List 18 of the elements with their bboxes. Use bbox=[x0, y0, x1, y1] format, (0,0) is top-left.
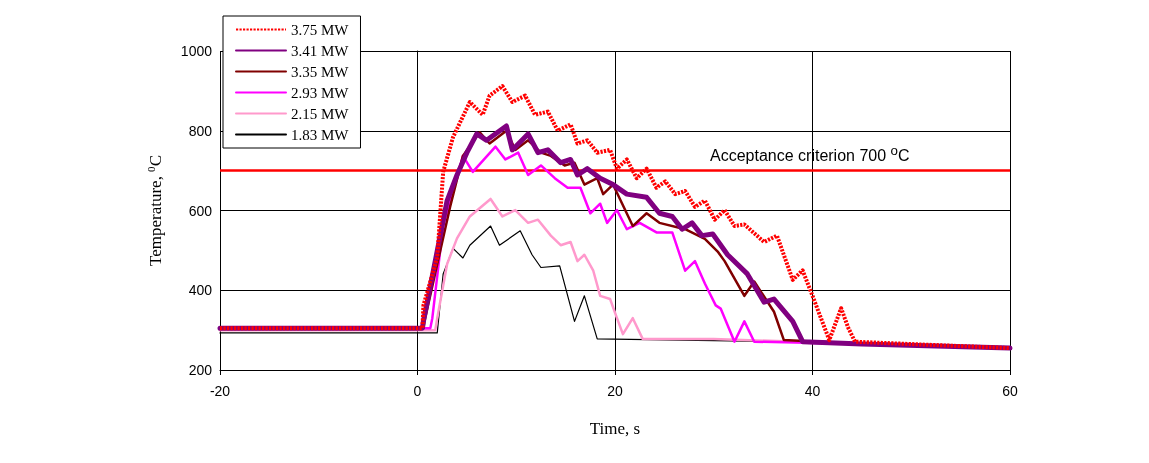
legend-label: 3.75 MW bbox=[291, 21, 350, 38]
x-axis-title: Time, s bbox=[589, 419, 641, 438]
y-tick-label: 400 bbox=[188, 282, 213, 299]
legend-label: 2.15 MW bbox=[291, 105, 350, 122]
x-tick-label: -20 bbox=[209, 383, 231, 399]
legend-label: 2.93 MW bbox=[291, 84, 350, 101]
y-tick-label: 600 bbox=[188, 202, 213, 219]
legend-label: 3.35 MW bbox=[291, 63, 350, 80]
legend-label: 3.41 MW bbox=[291, 42, 350, 59]
y-tick-label: 800 bbox=[188, 122, 213, 139]
x-tick-label: 40 bbox=[804, 383, 821, 399]
x-tick-label: 20 bbox=[607, 383, 623, 399]
x-tick-label: 60 bbox=[1002, 383, 1018, 399]
y-tick-label: 1000 bbox=[180, 43, 213, 59]
legend-label: 1.83 MW bbox=[291, 126, 350, 143]
y-axis-title: Temperature, 0C bbox=[145, 154, 165, 267]
y-tick-label: 200 bbox=[188, 362, 213, 378]
x-tick-label: 0 bbox=[413, 383, 422, 399]
